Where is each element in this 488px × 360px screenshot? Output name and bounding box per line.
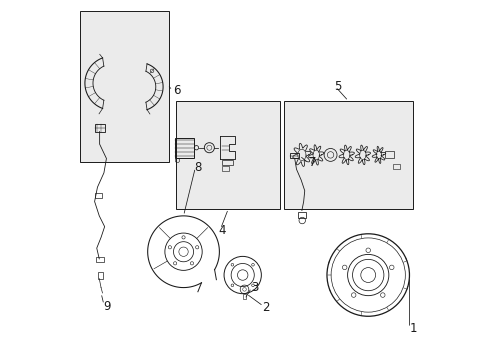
Text: 4: 4 <box>218 224 226 237</box>
Bar <box>392 164 399 168</box>
Bar <box>222 166 228 171</box>
Bar <box>176 101 280 209</box>
Text: 8: 8 <box>194 161 201 174</box>
Bar <box>298 212 305 218</box>
Text: 1: 1 <box>408 321 416 334</box>
Text: 5: 5 <box>333 80 341 93</box>
Bar <box>284 101 412 209</box>
Bar <box>385 151 393 158</box>
Bar <box>95 193 102 198</box>
Bar <box>98 272 103 279</box>
Text: 3: 3 <box>250 281 258 294</box>
Text: 2: 2 <box>261 301 269 314</box>
Bar <box>290 153 299 158</box>
Bar <box>222 160 232 165</box>
Text: 9: 9 <box>102 300 110 313</box>
Text: 6: 6 <box>172 84 180 97</box>
Bar <box>80 12 169 162</box>
Text: 7: 7 <box>308 156 316 169</box>
Bar <box>174 138 194 158</box>
Bar <box>242 294 246 300</box>
Bar <box>94 125 104 132</box>
Bar <box>96 257 103 262</box>
